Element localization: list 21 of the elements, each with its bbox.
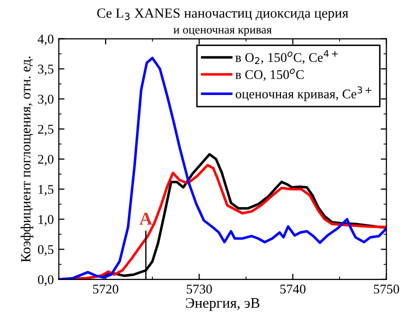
y-tick-label: 3,0	[38, 94, 54, 106]
y-tick-label: 1,0	[38, 215, 54, 226]
x-tick-label: 5750	[374, 284, 400, 294]
x-tick-label: 5720	[93, 284, 118, 294]
legend-label: оценочная кривая, Ce$^{3+}$	[236, 86, 372, 102]
chart-title: Ce L$_{3}$ XANES наночастиц диоксида церия	[97, 8, 348, 21]
ref-line-label: A	[140, 212, 152, 225]
y-tick-label: 0,0	[38, 275, 54, 286]
y-tick-label: 1,5	[38, 185, 54, 196]
y-tick-label: 2,0	[38, 154, 54, 166]
x-tick-label: 5740	[280, 284, 306, 294]
y-axis-title: Коэффициент поглощения, отн. ед.	[20, 56, 34, 262]
legend-label: в CO, 150$^{o}$C	[235, 68, 304, 81]
x-tick-label: 5730	[186, 284, 212, 294]
y-tick-label: 3,5	[38, 64, 54, 76]
y-tick-label: 4,0	[38, 34, 54, 46]
chart-subtitle: и оценочная кривая	[174, 28, 272, 36]
legend-label: в O$_{2}$, 150$^{o}$C, Ce$^{4+}$	[235, 50, 338, 64]
x-axis-title: Энергия, эВ	[186, 298, 260, 311]
y-tick-label: 0,5	[38, 245, 54, 256]
y-tick-label: 2,5	[38, 124, 54, 136]
